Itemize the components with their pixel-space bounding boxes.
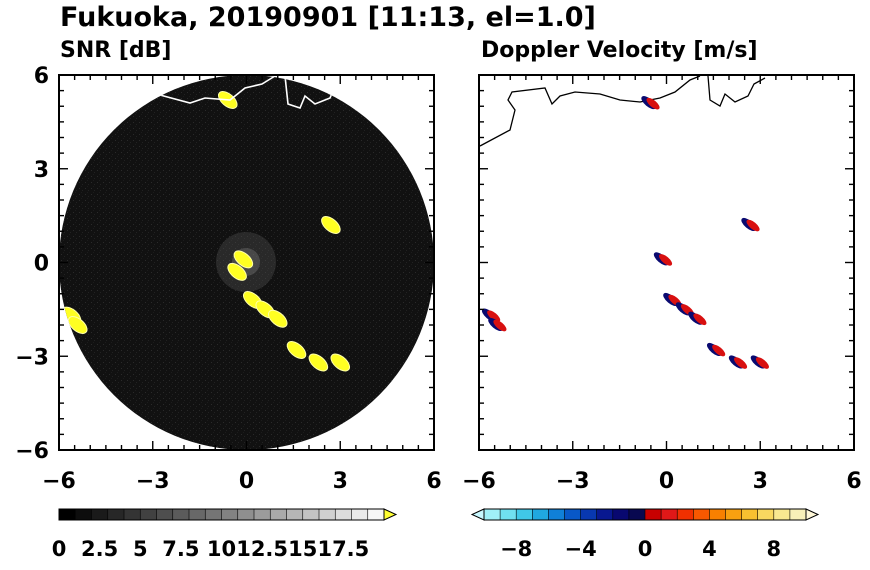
doppler-echo-mark	[653, 252, 673, 266]
snr-colorbar-cell	[286, 509, 304, 520]
doppler-colorbar-tick-label: 0	[638, 537, 653, 561]
doppler-echo-mark	[728, 355, 748, 369]
doppler-echo-mark	[688, 311, 707, 326]
snr-echo-mark	[321, 216, 341, 234]
doppler-colorbar-cell	[612, 509, 630, 520]
snr-colorbar-tick-label: 17.5	[317, 537, 369, 561]
doppler-colorbar-cell	[709, 509, 726, 520]
snr-colorbar-tick-label: 15	[288, 537, 317, 561]
snr-colorbar-cell	[319, 509, 336, 520]
doppler-colorbar-extend-high	[805, 508, 820, 521]
snr-echo-mark	[286, 341, 307, 359]
doppler-colorbar-cell	[516, 509, 533, 520]
doppler-x-tick-label: −3	[556, 469, 590, 494]
snr-echo-mark	[308, 353, 329, 372]
snr-colorbar-cell	[156, 509, 174, 520]
snr-x-tick-label: 0	[239, 469, 254, 494]
doppler-x-tick-label: 3	[753, 469, 768, 494]
snr-colorbar-cell	[172, 509, 190, 520]
snr-colorbar-cell	[205, 509, 222, 520]
doppler-echo-mark	[750, 355, 769, 369]
snr-y-tick-label: 0	[34, 252, 49, 277]
doppler-echo-mark	[706, 342, 726, 357]
snr-colorbar-extend-high	[383, 508, 398, 521]
snr-colorbar-cell	[140, 509, 157, 520]
doppler-colorbar-cell	[628, 509, 646, 520]
doppler-colorbar-cell	[484, 509, 501, 520]
snr-x-tick-label: −3	[136, 469, 170, 494]
doppler-colorbar-cell	[789, 509, 807, 520]
doppler-colorbar-cell	[532, 509, 549, 520]
doppler-colorbar-tick-label: 8	[766, 537, 781, 561]
snr-colorbar: 0 2.5 5 7.5 10 12.5 15 17.5	[52, 508, 398, 561]
doppler-x-tick-label: 0	[659, 469, 674, 494]
doppler-colorbar-cell	[596, 509, 614, 520]
snr-y-tick-label: 3	[34, 158, 49, 183]
doppler-colorbar-cell	[645, 509, 662, 520]
snr-colorbar-tick-label: 5	[133, 537, 148, 561]
doppler-colorbar-tick-label: −8	[500, 537, 532, 561]
snr-colorbar-cell	[124, 509, 141, 520]
snr-echo-mark	[267, 309, 288, 328]
snr-colorbar-cell	[189, 509, 206, 520]
snr-echo-mark	[233, 250, 254, 269]
doppler-colorbar-cell	[564, 509, 582, 520]
snr-colorbar-cell	[302, 509, 320, 520]
snr-echo-mark	[330, 353, 351, 372]
doppler-colorbar-cell	[661, 509, 678, 520]
snr-colorbar-cell	[221, 509, 239, 520]
snr-echo-mark	[227, 262, 247, 281]
snr-colorbar-tick-label: 10	[207, 537, 236, 561]
doppler-echo-mark	[488, 317, 507, 332]
snr-colorbar-cell	[351, 509, 369, 520]
doppler-echo-mark	[641, 96, 660, 110]
snr-colorbar-cell	[367, 509, 385, 520]
doppler-plot-area: −6 −3 0 3 6	[462, 74, 862, 494]
doppler-colorbar-tick-label: 4	[702, 537, 717, 561]
snr-colorbar-cell	[91, 509, 109, 520]
snr-x-tick-label: −6	[42, 469, 76, 494]
doppler-colorbar-cell	[773, 509, 791, 520]
doppler-colorbar: −8 −4 0 4 8	[470, 508, 820, 561]
doppler-colorbar-cell	[500, 509, 517, 520]
doppler-panel-title: Doppler Velocity [m/s]	[481, 38, 758, 63]
doppler-colorbar-extend-low	[470, 508, 485, 521]
snr-colorbar-tick-label: 0	[52, 537, 67, 561]
doppler-colorbar-cell	[548, 509, 565, 520]
doppler-colorbar-cell	[580, 509, 598, 520]
snr-colorbar-cell	[59, 509, 76, 520]
snr-colorbar-cell	[107, 509, 125, 520]
doppler-colorbar-cell	[741, 509, 759, 520]
snr-x-tick-label: 3	[333, 469, 348, 494]
doppler-colorbar-cell	[677, 509, 694, 520]
snr-colorbar-cell	[75, 509, 92, 520]
snr-panel-title: SNR [dB]	[60, 38, 171, 63]
doppler-colorbar-cell	[693, 509, 710, 520]
doppler-coastline	[479, 75, 701, 147]
snr-y-tick-label: −3	[15, 345, 49, 370]
snr-y-tick-label: −6	[15, 439, 49, 464]
doppler-colorbar-tick-label: −4	[564, 537, 596, 561]
doppler-colorbar-cell	[725, 509, 743, 520]
snr-y-tick-label: 6	[34, 64, 49, 89]
snr-plot-area: −6 −3 0 3 6 6 3 0 −3 −6	[15, 64, 441, 494]
snr-colorbar-cell	[270, 509, 287, 520]
snr-x-tick-label: 6	[426, 469, 441, 494]
doppler-x-tick-label: −6	[462, 469, 496, 494]
figure-title: Fukuoka, 20190901 [11:13, el=1.0]	[60, 2, 596, 33]
snr-colorbar-cell	[254, 509, 271, 520]
doppler-x-tick-label: 6	[846, 469, 861, 494]
snr-colorbar-cell	[335, 509, 352, 520]
snr-colorbar-tick-label: 12.5	[236, 537, 288, 561]
snr-colorbar-tick-label: 2.5	[81, 537, 118, 561]
snr-colorbar-cell	[237, 509, 255, 520]
doppler-echo-mark	[741, 217, 760, 232]
snr-colorbar-tick-label: 7.5	[162, 537, 199, 561]
snr-echo-mark	[67, 316, 88, 334]
doppler-colorbar-cell	[757, 509, 775, 520]
